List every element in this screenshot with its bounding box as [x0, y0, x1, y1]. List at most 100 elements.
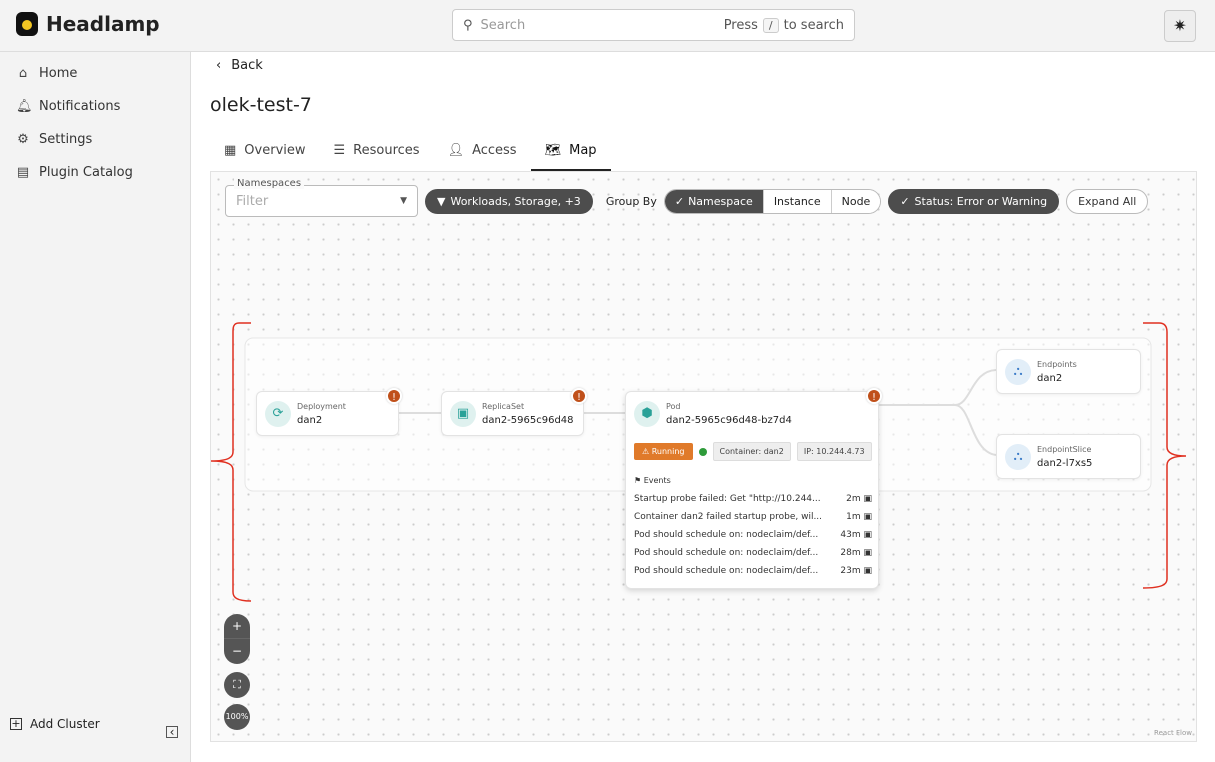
expand-all-button[interactable]: Expand All — [1066, 188, 1149, 214]
pod-status-row: ⚠ Running Container: dan2 IP: 10.244.4.7… — [634, 442, 872, 461]
node-kind: Pod — [666, 402, 681, 411]
tab-resources[interactable]: ☰ Resources — [320, 138, 434, 171]
left-bracket — [211, 322, 252, 602]
sidebar-item-home[interactable]: ⌂ Home — [0, 57, 190, 90]
event-row[interactable]: Startup probe failed: Get "http://10.244… — [634, 494, 872, 512]
sidebar-item-plugin-catalog[interactable]: ▤ Plugin Catalog — [0, 156, 190, 189]
calendar-icon: ▣ — [863, 494, 872, 504]
event-row[interactable]: Pod should schedule on: nodeclaim/def...… — [634, 530, 872, 548]
filter-chip-label: Workloads, Storage, +3 — [450, 194, 581, 208]
collapse-sidebar-icon[interactable]: ‹ — [166, 726, 178, 738]
node-name: dan2 — [1037, 373, 1063, 384]
zoom-reset-button[interactable]: 100% — [224, 704, 250, 730]
endpoints-node[interactable]: ⛬ Endpoints dan2 — [996, 349, 1141, 394]
zoom-in-button[interactable]: + — [224, 614, 250, 639]
back-label: Back — [231, 58, 263, 73]
calendar-icon: ▣ — [863, 548, 872, 558]
group-instance-button[interactable]: Instance — [762, 189, 831, 213]
events-label: Events — [643, 476, 671, 485]
check-icon: ✓ — [900, 194, 910, 208]
group-option-label: Node — [841, 194, 871, 208]
home-icon: ⌂ — [18, 66, 28, 81]
logo-icon — [16, 12, 38, 36]
pod-icon: ⬢ — [634, 401, 660, 427]
namespaces-select[interactable]: Namespaces Filter ▼ — [225, 178, 418, 217]
group-by-toggle: ✓ Namespace Instance Node — [663, 188, 882, 214]
hint-suffix: to search — [783, 17, 844, 33]
react-flow-attribution[interactable]: React Flow — [1154, 729, 1192, 737]
group-namespace-button[interactable]: ✓ Namespace — [664, 189, 763, 213]
sidebar: ⌂ Home 🔔︎ Notifications ⚙ Settings ▤ Plugin … — [0, 52, 191, 762]
resource-filter-chip[interactable]: ▼ Workloads, Storage, +3 — [425, 188, 593, 214]
gear-icon: ⚙ — [17, 132, 29, 147]
caret-down-icon: ▼ — [400, 196, 407, 206]
sidebar-item-label: Plugin Catalog — [39, 165, 133, 180]
deployment-node[interactable]: ⟳ Deployment dan2 ! — [256, 388, 402, 436]
fit-view-icon: ⛶ — [233, 678, 241, 691]
calendar-icon: ▣ — [863, 512, 872, 522]
search-input[interactable]: ⚲ Search Press / to search — [452, 9, 855, 41]
status-filter-chip[interactable]: ✓ Status: Error or Warning — [888, 188, 1060, 214]
warning-triangle-icon: ⚠ — [642, 447, 652, 456]
group-option-label: Instance — [773, 194, 821, 208]
headlamp-logo[interactable]: Headlamp — [16, 12, 160, 36]
top-bar: Headlamp ⚲ Search Press / to search ✷ — [0, 0, 1215, 52]
warning-icon: ! — [571, 388, 587, 404]
pod-node[interactable]: ⬢ Pod dan2-5965c96d48-bz7d4 ! ⚠ Running … — [625, 388, 882, 589]
event-message: Startup probe failed: Get "http://10.244… — [634, 494, 821, 504]
node-name: dan2-5965c96d48-bz7d4 — [666, 415, 792, 426]
ai-assistant-button[interactable]: ✷ — [1164, 10, 1196, 42]
warning-icon: ! — [386, 388, 402, 404]
namespaces-placeholder: Filter — [236, 194, 269, 209]
filter-icon: ▼ — [437, 194, 446, 208]
network-icon: ⛬ — [1005, 359, 1031, 385]
dashboard-icon: ▦ — [224, 143, 237, 158]
event-age: 23m — [840, 566, 861, 576]
tab-label: Access — [472, 143, 517, 158]
tab-label: Map — [569, 143, 597, 158]
calendar-icon: ▣ — [863, 566, 872, 576]
plus-box-icon: + — [10, 717, 22, 730]
zoom-controls: + − — [224, 614, 250, 664]
status-chip-label: Status: Error or Warning — [914, 194, 1048, 208]
group-node-button[interactable]: Node — [830, 189, 881, 213]
event-message: Pod should schedule on: nodeclaim/def... — [634, 548, 819, 558]
chevron-left-icon: ‹ — [216, 58, 222, 73]
event-row[interactable]: Pod should schedule on: nodeclaim/def...… — [634, 548, 872, 566]
check-icon: ✓ — [674, 194, 685, 208]
search-placeholder: Search — [480, 17, 526, 33]
node-kind: EndpointSlice — [1037, 445, 1092, 454]
replicaset-node[interactable]: ▣ ReplicaSet dan2-5965c96d48 ! — [441, 388, 587, 436]
tabs: ▦ Overview ☰ Resources 👤︎ Access 🗺︎ Map — [210, 138, 611, 171]
hint-prefix: Press — [723, 17, 758, 33]
map-toolbar: Namespaces Filter ▼ ▼ Workloads, Storage, +… — [225, 178, 1149, 217]
search-icon: ⚲ — [463, 17, 473, 33]
event-row[interactable]: Container dan2 failed startup probe, wil… — [634, 512, 872, 530]
event-age: 2m — [846, 494, 861, 504]
zoom-out-button[interactable]: − — [231, 644, 243, 658]
warning-icon: ! — [866, 388, 882, 404]
tab-overview[interactable]: ▦ Overview — [210, 138, 320, 171]
event-message: Pod should schedule on: nodeclaim/def... — [634, 530, 819, 540]
event-row[interactable]: Pod should schedule on: nodeclaim/def...… — [634, 566, 872, 584]
event-age: 1m — [846, 512, 861, 522]
endpointslice-node[interactable]: ⛬ EndpointSlice dan2-l7xs5 — [996, 434, 1141, 479]
event-age: 43m — [840, 530, 861, 540]
sidebar-item-label: Settings — [39, 132, 93, 147]
tab-label: Overview — [244, 143, 306, 158]
status-badge: ⚠ Running — [634, 443, 693, 460]
map-canvas[interactable]: Namespaces Filter ▼ ▼ Workloads, Storage, +… — [210, 171, 1197, 742]
tab-map[interactable]: 🗺︎ Map — [530, 138, 611, 171]
node-name: dan2-l7xs5 — [1037, 458, 1093, 469]
sidebar-item-notifications[interactable]: 🔔︎ Notifications — [0, 90, 190, 123]
sidebar-item-settings[interactable]: ⚙ Settings — [0, 123, 190, 156]
catalog-icon: ▤ — [16, 165, 30, 180]
flag-icon: ⚑ — [634, 476, 644, 485]
tab-access[interactable]: 👤︎ Access — [434, 138, 531, 171]
group-by-label: Group By — [605, 194, 657, 208]
back-button[interactable]: ‹ Back — [216, 58, 263, 73]
page-title: olek-test-7 — [210, 94, 312, 116]
add-cluster-button[interactable]: + Add Cluster — [10, 717, 100, 731]
events-header: ⚑ Events — [634, 476, 872, 485]
fit-view-button[interactable]: ⛶ — [224, 672, 250, 698]
